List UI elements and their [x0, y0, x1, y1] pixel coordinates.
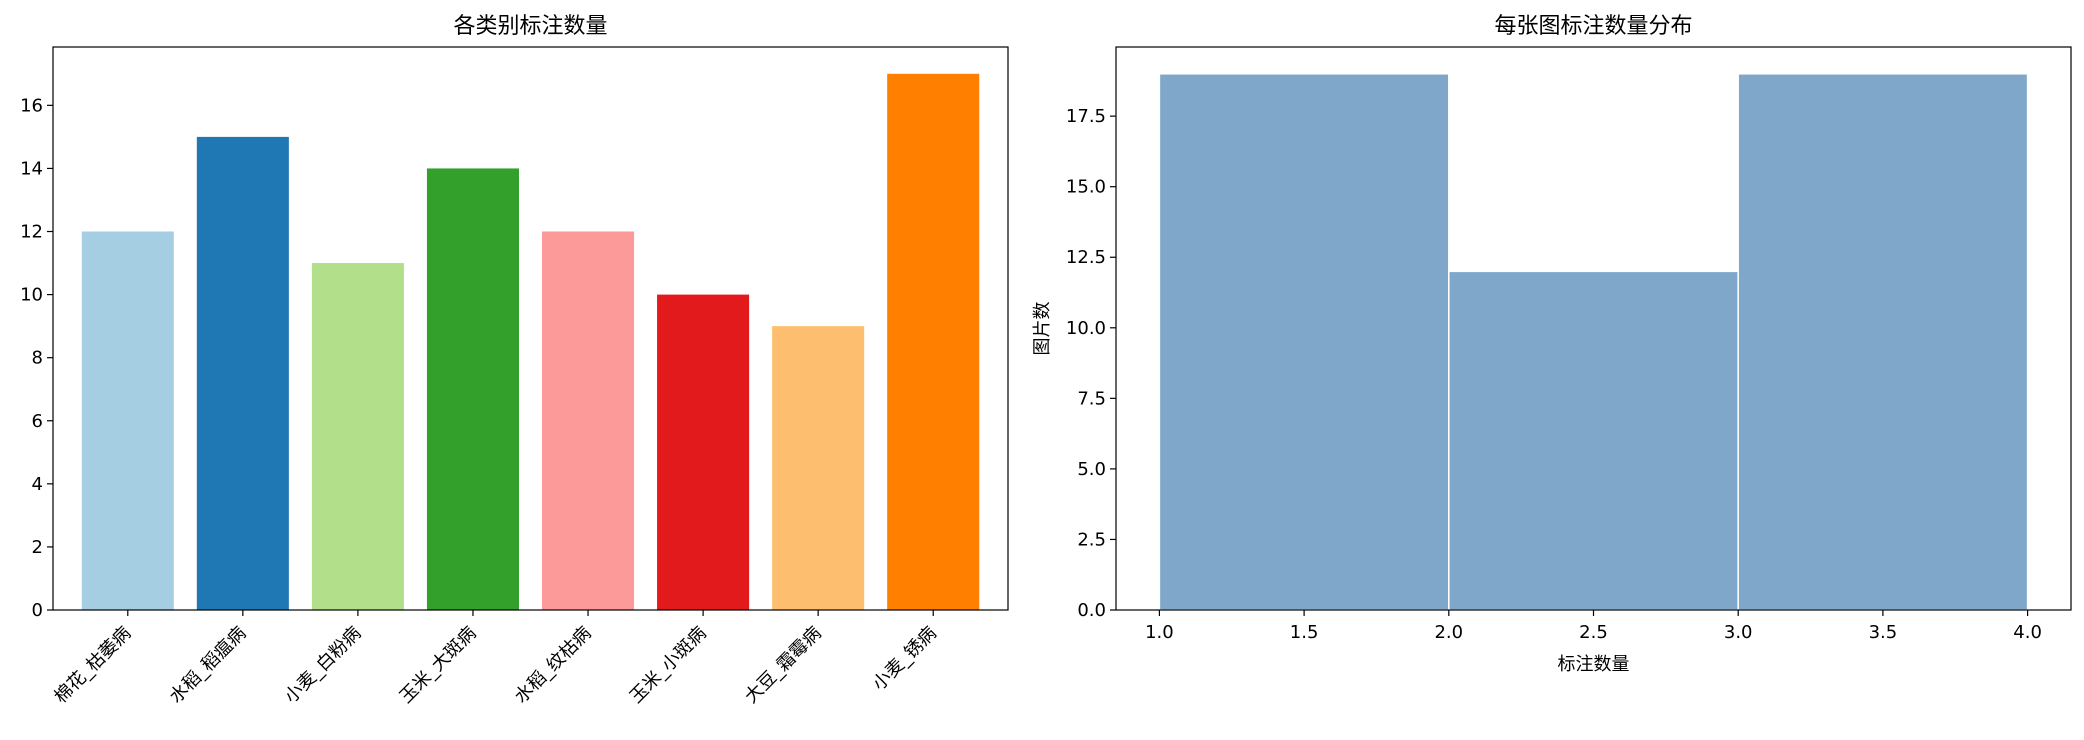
y-tick-label: 0.0 — [1077, 600, 1106, 621]
plot-frame — [1115, 46, 2072, 611]
plot-frame — [52, 46, 1009, 611]
x-tick-label: 小麦_白粉病 — [281, 623, 366, 708]
x-tick-label: 玉米_小斑病 — [626, 623, 711, 708]
x-tick-label: 1.0 — [1145, 622, 1174, 643]
y-tick-label: 5.0 — [1077, 459, 1106, 480]
x-tick-label: 4.0 — [2013, 622, 2042, 643]
y-tick-label: 14 — [20, 158, 43, 179]
x-axis-label: 标注数量 — [1558, 654, 1630, 675]
bar-1 — [81, 231, 174, 610]
annotation-histogram-chart: 每张图标注数量分布 0.0 2.5 5.0 7.5 10.0 12.5 15.0 17.5 1.0… — [1032, 14, 2072, 675]
y-axis-label: 图片数 — [1032, 302, 1053, 356]
bar-4 — [426, 168, 519, 610]
x-tick-label: 玉米_大斑病 — [396, 623, 481, 708]
y-tick-label: 10.0 — [1066, 318, 1106, 339]
bar-2 — [196, 136, 289, 611]
histogram-bar-2 — [1448, 270, 1739, 611]
histogram-bar-3 — [1737, 73, 2029, 611]
y-tick-label: 4 — [32, 474, 43, 495]
bar-8 — [887, 73, 980, 611]
bar-5 — [542, 231, 635, 610]
bar-3 — [311, 263, 404, 610]
y-tick-label: 17.5 — [1066, 106, 1106, 127]
y-tick-label: 12 — [20, 222, 43, 243]
y-tick-label: 12.5 — [1066, 247, 1106, 268]
chart-title: 每张图标注数量分布 — [1494, 14, 1692, 39]
chart-title: 各类别标注数量 — [453, 14, 607, 39]
x-tick-label: 3.5 — [1869, 622, 1898, 643]
y-tick-label: 10 — [20, 285, 43, 306]
x-tick-label: 水稻_纹枯病 — [511, 623, 596, 708]
y-tick-label: 2 — [32, 537, 43, 558]
x-tick-label: 棉花_枯萎病 — [50, 623, 135, 708]
y-tick-label: 16 — [20, 95, 43, 116]
y-tick-label: 8 — [32, 348, 43, 369]
x-tick-label: 2.5 — [1579, 622, 1608, 643]
x-tick-label: 3.0 — [1724, 622, 1753, 643]
y-tick-label: 0 — [32, 600, 43, 621]
y-tick-label: 6 — [32, 411, 43, 432]
histogram-bar-1 — [1158, 73, 1450, 611]
x-tick-label: 小麦_锈病 — [869, 623, 941, 695]
bar-6 — [657, 294, 750, 610]
x-tick-label: 水稻_稻瘟病 — [166, 623, 251, 708]
x-tick-label: 1.5 — [1290, 622, 1319, 643]
x-tick-label: 2.0 — [1434, 622, 1463, 643]
bar-7 — [772, 326, 865, 610]
y-tick-label: 7.5 — [1077, 388, 1106, 409]
y-tick-label: 2.5 — [1077, 529, 1106, 550]
y-tick-label: 15.0 — [1066, 177, 1106, 198]
x-tick-label: 大豆_霜霉病 — [741, 623, 826, 708]
